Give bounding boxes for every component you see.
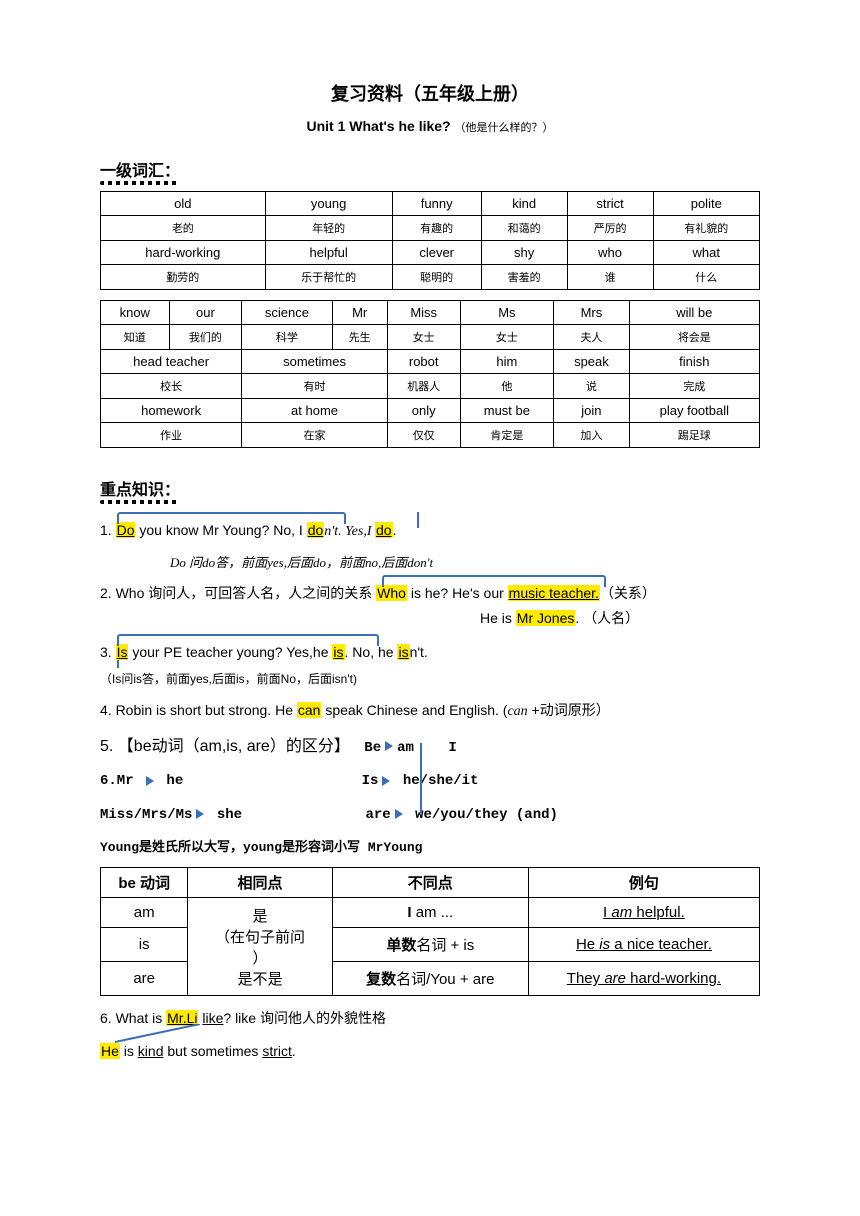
section-keypoints: 重点知识： bbox=[100, 476, 180, 500]
document-page: 复习资料（五年级上册） Unit 1 What's he like? （他是什么… bbox=[0, 0, 860, 1112]
vocab-table-1: oldyoungfunnykindstrictpolite 老的年轻的有趣的和蔼… bbox=[100, 191, 760, 290]
keypoint-3: 3. Is your PE teacher young? Yes,he is. … bbox=[100, 640, 760, 665]
keypoint-6b: Miss/Mrs/Ms she are we/you/they (and) bbox=[100, 803, 760, 828]
be-verb-table: be 动词相同点不同点例句 am是（在句子前问）是不是I am ...I am … bbox=[100, 867, 760, 996]
section-vocab: 一级词汇： bbox=[100, 157, 180, 181]
connector-line bbox=[110, 1024, 210, 1044]
keypoint-2: 2. Who 询问人，可回答人名，人之间的关系 Who is he? He's … bbox=[100, 581, 760, 631]
unit-note: （他是什么样的？） bbox=[455, 122, 554, 134]
keypoint-3-note: （Is问is答，前面yes,后面is，前面No，后面isn't) bbox=[100, 669, 760, 691]
unit-title: Unit 1 What's he like? （他是什么样的？） bbox=[100, 118, 760, 135]
arrow-icon bbox=[196, 809, 204, 819]
keypoint-1-note: Do 问do答，前面yes,后面do，前面no,后面don't bbox=[170, 552, 760, 571]
vocab-table-2: knowourscienceMrMissMsMrswill be 知道我们的科学… bbox=[100, 300, 760, 448]
keypoint-6a: 6.Mr he Is he/she/it bbox=[100, 769, 760, 794]
keypoint-7: 6. What is Mr.Li like? like 询问他人的外貌性格 bbox=[100, 1006, 760, 1031]
arrow-icon bbox=[385, 741, 393, 751]
arrow-icon bbox=[382, 776, 390, 786]
keypoint-4: 4. Robin is short but strong. He can spe… bbox=[100, 698, 760, 724]
keypoint-1: 1. Do you know Mr Young? No, I don't. Ye… bbox=[100, 518, 760, 544]
page-title: 复习资料（五年级上册） bbox=[100, 80, 760, 106]
unit-name: Unit 1 What's he like? bbox=[306, 118, 450, 134]
arrow-icon bbox=[146, 776, 154, 786]
arrow-icon bbox=[395, 809, 403, 819]
young-note: Young是姓氏所以大写，young是形容词小写 MrYoung bbox=[100, 836, 760, 859]
keypoint-5: 5. 【be动词（am,is, are）的区分】 Beam I bbox=[100, 733, 760, 762]
